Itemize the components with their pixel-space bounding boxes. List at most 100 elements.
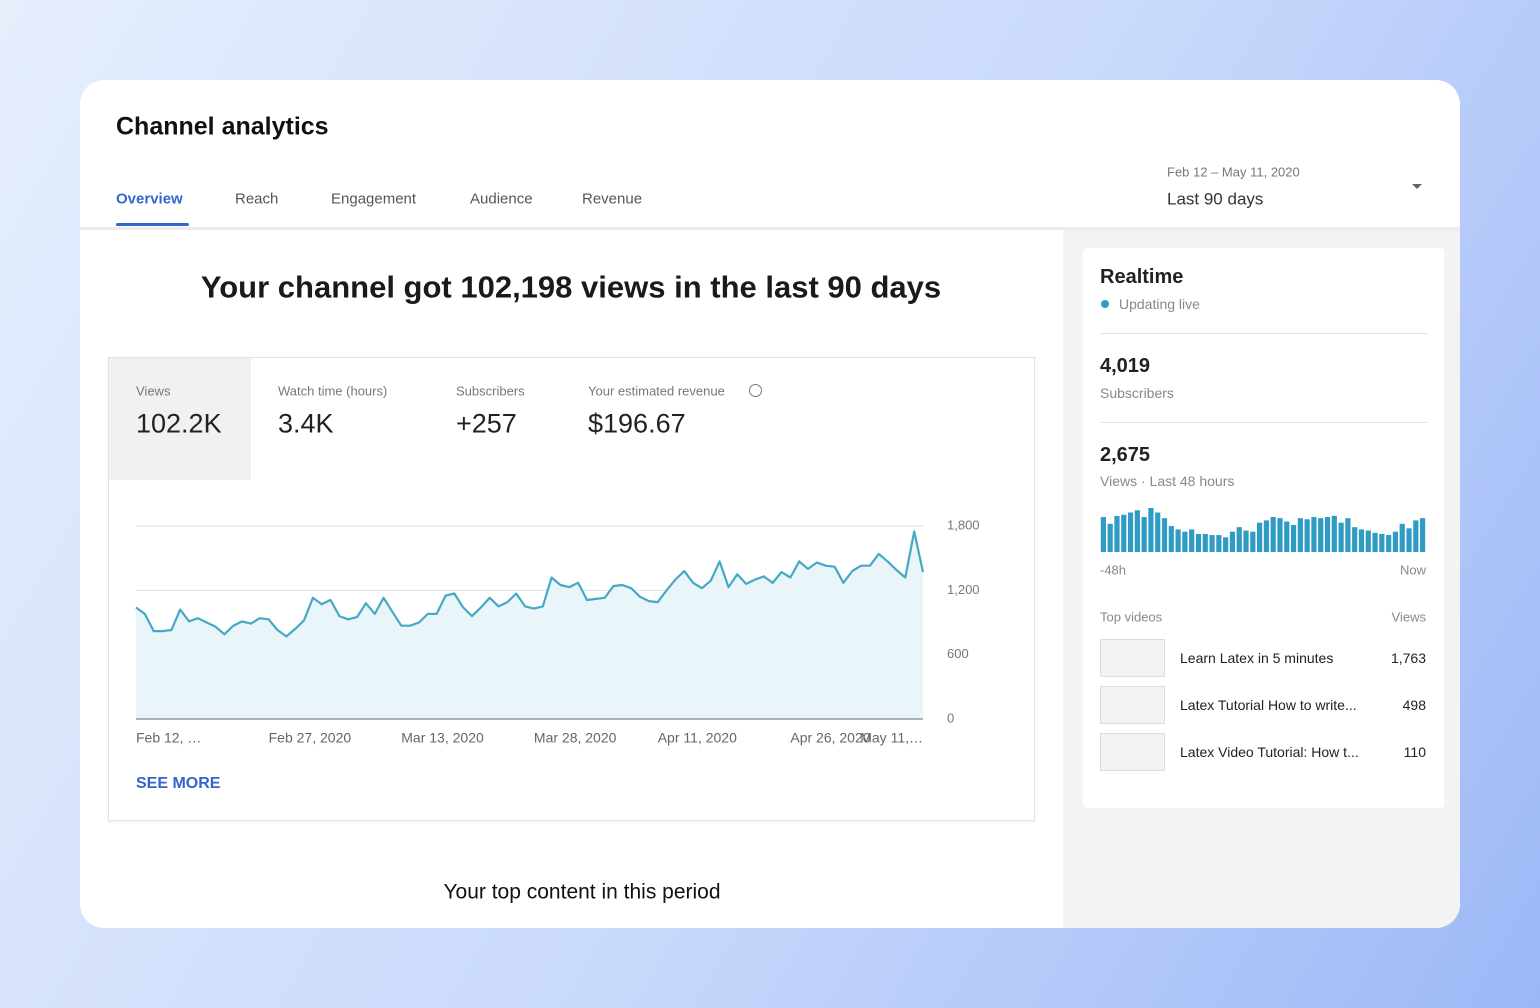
bar [1345,518,1351,552]
bar [1406,528,1412,552]
bar [1107,523,1113,552]
live-status: Updating live [1119,296,1200,312]
bar [1134,510,1140,552]
video-views: 1,763 [1390,650,1426,666]
stat-label: Views · Last 48 hours [1100,473,1235,489]
bar [1148,508,1154,552]
bar [1209,535,1215,552]
tab-underline [116,223,189,226]
stat-label: Subscribers [1100,385,1174,401]
bar [1324,517,1331,552]
x-tick-label: Mar 13, 2020 [401,730,484,746]
metric-value: 102.2K [136,408,222,439]
stat-value: 2,675 [1100,444,1151,466]
divider [1100,422,1428,423]
tab[interactable]: Reach [235,190,279,208]
bar [1311,517,1317,552]
see-more-link[interactable]: SEE MORE [136,775,221,792]
bar [1318,518,1324,552]
stat-value: 4,019 [1100,355,1151,377]
video-views: 498 [1402,697,1426,713]
bar [1358,529,1365,552]
tab[interactable]: Audience [470,190,533,208]
page-title: Channel analytics [116,112,329,141]
bar [1175,529,1181,552]
bar [1399,523,1405,552]
metric-label: Watch time (hours) [278,383,388,399]
bar [1236,527,1242,552]
dropdown-caret[interactable] [1412,184,1422,189]
metric-label: Subscribers [456,383,525,399]
y-tick-label: 600 [947,646,969,661]
header-divider [80,227,1460,230]
bar [1189,529,1195,552]
x-tick-label: Mar 28, 2020 [534,730,617,746]
thumbnail[interactable] [1100,733,1165,771]
video-views: 110 [1403,744,1426,760]
metric-label: Your estimated revenue [588,383,725,399]
info-icon[interactable] [749,384,762,397]
bar [1284,521,1290,552]
bar [1331,515,1337,552]
selected-metric[interactable] [109,358,251,480]
video-title[interactable]: Latex Video Tutorial: How t... [1180,744,1359,760]
date-label[interactable]: Last 90 days [1167,189,1264,209]
bar [1365,530,1371,552]
realtime-title: Realtime [1100,266,1184,288]
bar [1155,512,1161,552]
x-tick-label: Apr 26, 2020 [790,730,870,746]
area [136,531,923,719]
thumbnail[interactable] [1100,686,1165,724]
metric-value: $196.67 [588,408,686,439]
bar [1297,518,1303,552]
x-tick-label: May 11,… [860,730,923,746]
divider [1100,333,1428,334]
list-header: Top videos [1100,609,1163,625]
y-tick-label: 1,200 [947,582,980,597]
video-title[interactable]: Latex Tutorial How to write... [1180,697,1357,713]
bar [1182,531,1188,552]
bar [1100,517,1106,552]
tab[interactable]: Engagement [331,190,417,208]
bar [1290,524,1297,552]
bar [1114,515,1120,552]
bar [1379,533,1385,552]
headline: Your channel got 102,198 views in the la… [200,269,942,305]
bar [1257,522,1263,552]
bar [1304,519,1310,552]
metrics-card [108,357,1035,821]
bar [1420,518,1426,552]
bar [1243,530,1249,552]
thumbnail[interactable] [1100,639,1165,677]
bar [1386,535,1392,552]
bar [1250,531,1256,552]
bar [1161,518,1168,552]
tab[interactable]: Revenue [582,190,643,208]
bar [1216,535,1222,552]
bar [1372,532,1378,552]
bar [1413,520,1419,552]
date-range[interactable]: Feb 12 – May 11, 2020 [1167,164,1300,180]
video-title[interactable]: Learn Latex in 5 minutes [1180,650,1334,666]
x-tick-label: Feb 27, 2020 [269,730,352,746]
bar [1195,533,1202,552]
bar [1127,512,1134,552]
bar [1270,517,1276,552]
bar [1338,522,1344,552]
live-dot [1101,300,1109,308]
tab[interactable]: Overview [116,190,183,208]
bar [1392,531,1399,552]
bar [1141,517,1147,552]
list-header: Views [1391,609,1426,625]
bar [1263,520,1269,552]
x-tick-label: Now [1400,562,1427,577]
metric-value: +257 [456,408,517,439]
y-tick-label: 1,800 [947,517,980,532]
bar [1229,531,1236,552]
bar [1168,526,1174,552]
x-tick-label: Feb 12, … [136,730,201,746]
y-tick-label: 0 [947,710,954,725]
x-tick-label: -48h [1100,562,1126,577]
